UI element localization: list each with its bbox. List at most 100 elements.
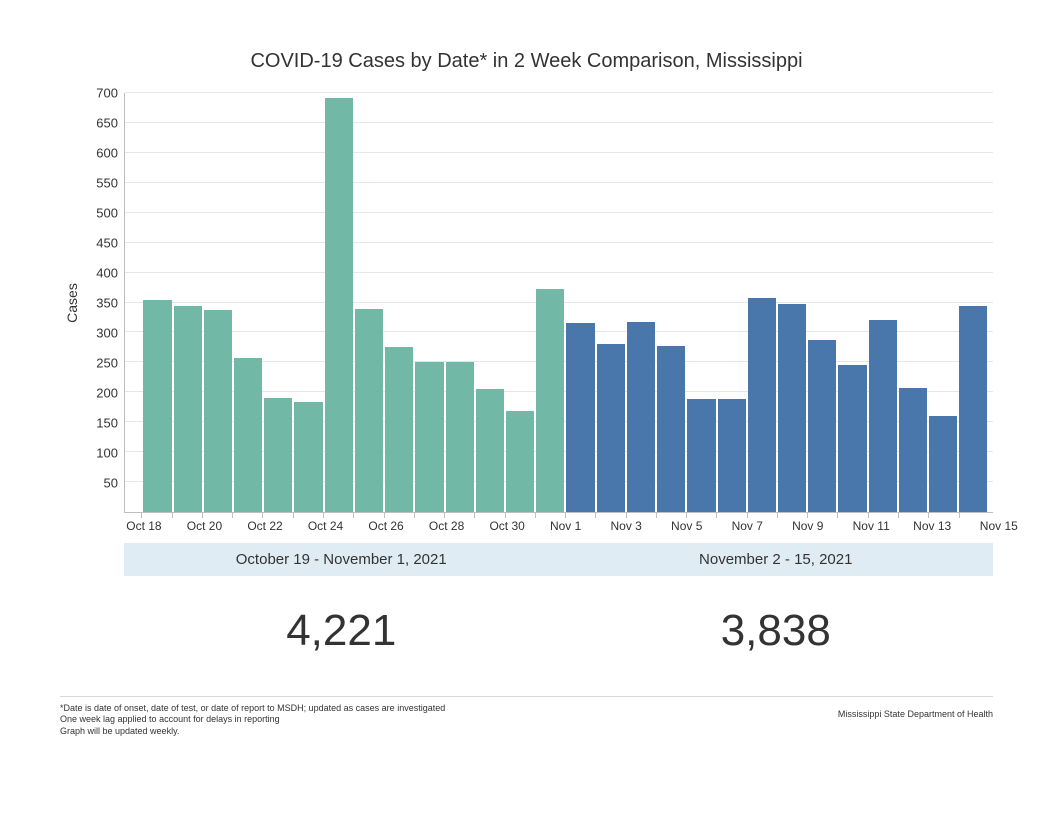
chart-area: Cases 5010015020025030035040045050055060… (60, 93, 993, 513)
x-tick-label: Oct 26 (368, 519, 398, 533)
x-tick-mark (837, 513, 838, 518)
x-tick-mark (868, 513, 869, 518)
bars-container (125, 93, 993, 512)
x-tick-label: Nov 11 (853, 519, 883, 533)
x-axis-slot: Oct 24 (323, 513, 353, 539)
x-axis-slot: Oct 30 (505, 513, 535, 539)
bar (838, 365, 866, 512)
bar (415, 362, 443, 512)
x-tick-mark (262, 513, 263, 518)
x-axis-slot: Nov 1 (565, 513, 595, 539)
page: COVID-19 Cases by Date* in 2 Week Compar… (0, 0, 1053, 813)
bar (385, 347, 413, 512)
period-total: 3,838 (559, 606, 994, 656)
x-tick-mark (626, 513, 627, 518)
x-tick-mark (384, 513, 385, 518)
y-tick-label: 550 (96, 176, 118, 191)
x-tick-label: Nov 13 (913, 519, 943, 533)
x-tick-mark (293, 513, 294, 518)
bar (899, 388, 927, 513)
x-tick-mark (898, 513, 899, 518)
x-axis-slot: Oct 18 (141, 513, 171, 539)
x-tick-label: Nov 5 (671, 519, 701, 533)
x-tick-mark (141, 513, 142, 518)
x-axis-slot: Nov 7 (747, 513, 777, 539)
y-tick-label: 300 (96, 326, 118, 341)
x-axis-slot: Oct 26 (384, 513, 414, 539)
footnote-line: Graph will be updated weekly. (60, 726, 445, 737)
y-tick-label: 200 (96, 386, 118, 401)
x-axis-inner: Oct 18Oct 20Oct 22Oct 24Oct 26Oct 28Oct … (124, 513, 993, 539)
bar (174, 306, 202, 513)
x-tick-label: Oct 24 (308, 519, 338, 533)
footer: *Date is date of onset, date of test, or… (60, 703, 993, 737)
x-tick-mark (414, 513, 415, 518)
bar (264, 398, 292, 512)
y-tick-label: 450 (96, 236, 118, 251)
x-tick-label: Oct 28 (429, 519, 459, 533)
bar (355, 309, 383, 513)
x-axis-slot: Oct 28 (444, 513, 474, 539)
bar (597, 344, 625, 512)
bar (959, 306, 987, 512)
x-tick-mark (505, 513, 506, 518)
bar (929, 416, 957, 512)
y-axis-label-wrap: Cases (60, 93, 84, 513)
bar (294, 402, 322, 512)
source-attribution: Mississippi State Department of Health (838, 709, 993, 719)
x-tick-label: Oct 22 (247, 519, 277, 533)
y-axis-ticks: 5010015020025030035040045050055060065070… (84, 93, 124, 513)
x-axis-slot: Oct 20 (202, 513, 232, 539)
x-axis: Oct 18Oct 20Oct 22Oct 24Oct 26Oct 28Oct … (124, 513, 993, 539)
footnote-line: *Date is date of onset, date of test, or… (60, 703, 445, 714)
x-axis-slot: Nov 11 (868, 513, 898, 539)
period-totals: 4,2213,838 (124, 606, 993, 656)
bar (446, 362, 474, 512)
y-tick-label: 50 (104, 476, 118, 491)
y-tick-label: 400 (96, 266, 118, 281)
bar (143, 300, 171, 512)
x-tick-label: Nov 9 (792, 519, 822, 533)
period-label: November 2 - 15, 2021 (559, 543, 994, 576)
x-tick-mark (716, 513, 717, 518)
x-tick-mark (777, 513, 778, 518)
x-tick-mark (353, 513, 354, 518)
x-tick-mark (232, 513, 233, 518)
y-tick-label: 150 (96, 416, 118, 431)
x-tick-mark (686, 513, 687, 518)
chart-title: COVID-19 Cases by Date* in 2 Week Compar… (30, 50, 1023, 73)
x-tick-mark (565, 513, 566, 518)
x-tick-label: Oct 30 (489, 519, 519, 533)
bar (778, 304, 806, 512)
bar (687, 399, 715, 512)
x-tick-mark (595, 513, 596, 518)
x-tick-label: Nov 15 (969, 519, 1029, 533)
bar (657, 346, 685, 512)
y-tick-label: 700 (96, 86, 118, 101)
bar (627, 322, 655, 512)
y-tick-label: 250 (96, 356, 118, 371)
bar (566, 323, 594, 512)
x-tick-mark (747, 513, 748, 518)
bar (748, 298, 776, 512)
x-tick-mark (656, 513, 657, 518)
footer-divider (60, 696, 993, 697)
x-tick-label: Nov 1 (550, 519, 580, 533)
x-tick-mark (444, 513, 445, 518)
x-tick-label: Oct 20 (187, 519, 217, 533)
x-tick-mark (474, 513, 475, 518)
x-tick-label: Nov 3 (611, 519, 641, 533)
x-tick-mark (807, 513, 808, 518)
x-axis-slot: Nov 9 (807, 513, 837, 539)
footnotes: *Date is date of onset, date of test, or… (60, 703, 445, 737)
x-tick-mark (172, 513, 173, 518)
x-tick-mark (535, 513, 536, 518)
y-axis-label: Cases (64, 283, 80, 323)
period-total: 4,221 (124, 606, 559, 656)
plot (124, 93, 993, 513)
bar (536, 289, 564, 512)
x-tick-mark (928, 513, 929, 518)
y-tick-label: 650 (96, 116, 118, 131)
y-tick-label: 350 (96, 296, 118, 311)
x-tick-label: Oct 18 (126, 519, 156, 533)
